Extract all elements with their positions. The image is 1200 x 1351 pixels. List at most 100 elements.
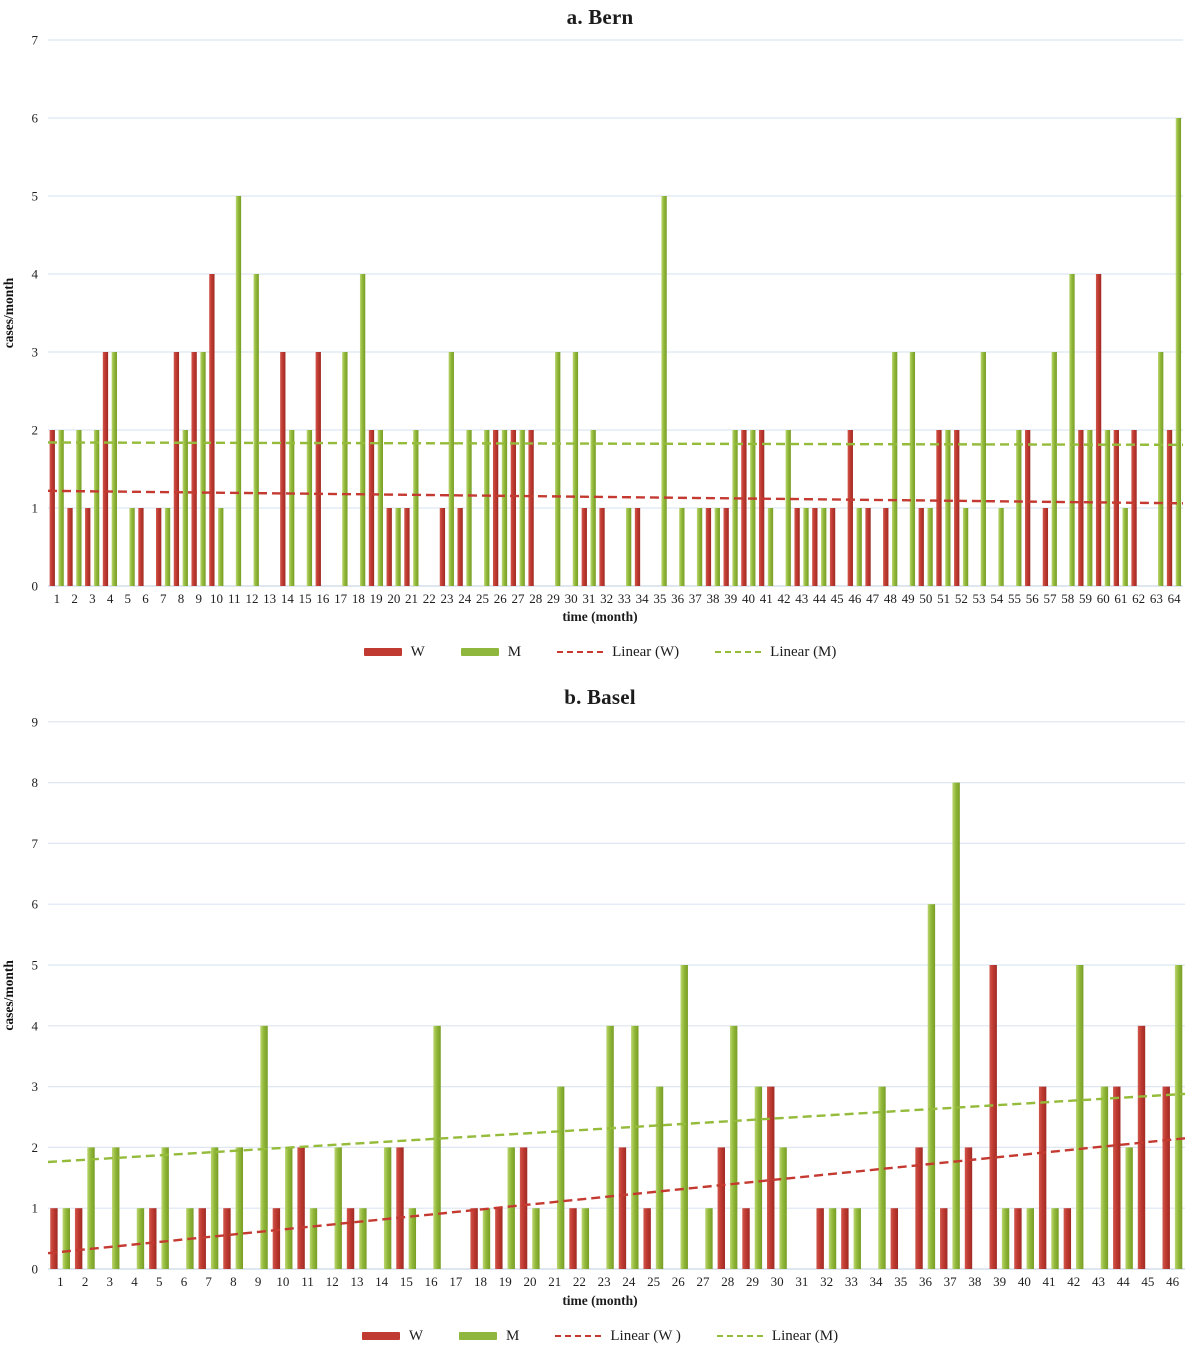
svg-text:29: 29: [746, 1274, 759, 1289]
bar-m-month-19: [507, 1147, 515, 1269]
bar-m-month-12: [253, 274, 259, 586]
bar-w-month-13: [346, 1208, 355, 1269]
legend-label: Linear (W): [612, 643, 680, 660]
bar-w-month-32: [816, 1208, 824, 1269]
legend-label: W: [408, 1327, 424, 1344]
bar-m-month-48: [891, 352, 898, 586]
bar-m-month-52: [962, 508, 969, 586]
svg-text:8: 8: [230, 1274, 237, 1289]
bar-m-month-43: [1100, 1086, 1109, 1269]
bar-w-month-35: [890, 1208, 899, 1269]
svg-text:61: 61: [1114, 591, 1127, 606]
bar-m-month-29: [754, 1086, 763, 1269]
legend-label: W: [410, 643, 425, 660]
svg-text:44: 44: [813, 591, 827, 606]
bar-m-month-51: [945, 430, 951, 586]
legend-swatch-dash: [557, 651, 604, 653]
svg-text:32: 32: [820, 1274, 833, 1289]
trendline-w: [47, 1137, 1186, 1255]
bar-m-month-33: [853, 1208, 861, 1269]
bar-m-month-4: [136, 1208, 145, 1269]
svg-text:54: 54: [990, 591, 1004, 606]
bar-w-month-28: [717, 1147, 726, 1269]
bar-m-month-24: [631, 1025, 639, 1269]
svg-text:22: 22: [573, 1274, 586, 1289]
svg-text:5: 5: [32, 958, 39, 973]
svg-text:34: 34: [636, 591, 650, 606]
svg-text:42: 42: [777, 591, 790, 606]
svg-text:7: 7: [32, 34, 39, 48]
svg-text:1: 1: [32, 501, 39, 516]
svg-text:7: 7: [205, 1274, 212, 1289]
svg-text:29: 29: [547, 591, 560, 606]
legend-label: M: [507, 643, 522, 660]
svg-text:7: 7: [160, 591, 167, 606]
svg-text:24: 24: [622, 1274, 636, 1289]
bar-m-month-30: [572, 352, 579, 586]
legend-bern: W M Linear (W) Linear (M): [0, 637, 1200, 667]
svg-text:46: 46: [1166, 1274, 1180, 1289]
svg-text:20: 20: [387, 591, 400, 606]
svg-text:39: 39: [993, 1274, 1006, 1289]
bar-w-month-27: [510, 430, 517, 586]
svg-text:62: 62: [1132, 591, 1145, 606]
bar-m-month-50: [927, 508, 933, 586]
bar-w-month-61: [1113, 430, 1119, 586]
svg-text:26: 26: [494, 591, 508, 606]
bar-m-month-34: [878, 1086, 886, 1269]
svg-text:25: 25: [647, 1274, 660, 1289]
bar-m-month-15: [306, 430, 313, 586]
svg-text:12: 12: [245, 591, 258, 606]
bar-m-month-2: [76, 430, 82, 586]
bar-w-month-21: [404, 508, 410, 586]
bar-w-month-2: [67, 508, 73, 586]
bar-m-month-43: [803, 508, 809, 586]
svg-text:0: 0: [32, 1262, 39, 1277]
bar-m-month-60: [1104, 430, 1111, 586]
svg-text:9: 9: [195, 591, 202, 606]
svg-text:4: 4: [32, 267, 39, 282]
svg-text:16: 16: [425, 1274, 439, 1289]
bar-w-month-40: [1014, 1208, 1022, 1269]
bar-w-month-34: [634, 508, 641, 586]
bar-m-month-26: [501, 430, 508, 586]
bar-m-month-11: [235, 196, 242, 586]
svg-text:58: 58: [1061, 591, 1074, 606]
bar-w-month-16: [315, 352, 321, 586]
bar-w-month-20: [519, 1147, 528, 1269]
svg-text:9: 9: [32, 715, 39, 729]
bar-w-month-56: [1024, 430, 1031, 586]
svg-text:8: 8: [178, 591, 185, 606]
svg-text:0: 0: [32, 579, 39, 594]
bar-w-month-3: [85, 508, 91, 586]
bar-m-month-40: [750, 430, 756, 586]
bar-w-month-24: [457, 508, 463, 586]
svg-text:25: 25: [476, 591, 489, 606]
bar-w-month-60: [1095, 274, 1102, 586]
svg-text:18: 18: [352, 591, 365, 606]
bar-w-month-37: [940, 1208, 948, 1269]
bar-w-month-52: [954, 430, 960, 586]
bar-w-month-26: [492, 430, 499, 586]
svg-text:37: 37: [944, 1274, 958, 1289]
svg-text:49: 49: [902, 591, 915, 606]
bar-w-month-10: [209, 274, 215, 586]
svg-text:8: 8: [32, 775, 39, 790]
svg-text:13: 13: [350, 1274, 363, 1289]
legend-swatch-dash: [715, 651, 762, 653]
bar-m-month-39: [732, 430, 738, 586]
bar-w-month-36: [915, 1147, 923, 1269]
svg-text:3: 3: [89, 591, 96, 606]
svg-text:1: 1: [57, 1274, 64, 1289]
svg-text:44: 44: [1117, 1274, 1131, 1289]
svg-text:2: 2: [32, 1140, 39, 1155]
svg-text:23: 23: [598, 1274, 611, 1289]
svg-text:42: 42: [1067, 1274, 1080, 1289]
bar-m-month-32: [828, 1208, 837, 1269]
bar-m-month-2: [87, 1147, 95, 1269]
bar-w-month-2: [74, 1208, 83, 1269]
bar-m-month-33: [625, 508, 632, 586]
svg-text:39: 39: [724, 591, 737, 606]
svg-text:1: 1: [54, 591, 61, 606]
bar-w-month-46: [1162, 1086, 1170, 1269]
